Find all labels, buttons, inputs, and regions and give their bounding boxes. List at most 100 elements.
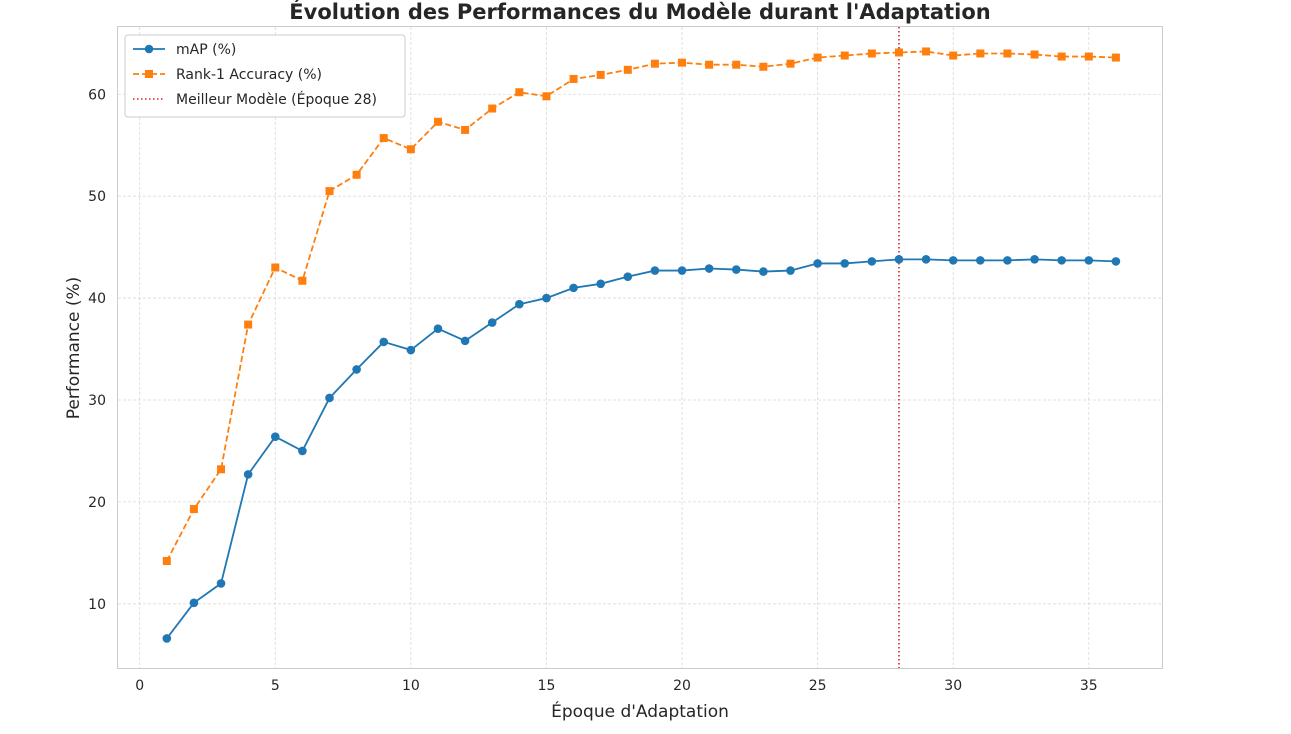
data-point — [922, 47, 931, 56]
data-point — [678, 58, 687, 67]
data-point — [406, 345, 416, 355]
data-point — [813, 259, 822, 268]
data-point — [867, 49, 876, 58]
data-point — [949, 51, 958, 60]
y-tick-label: 60 — [88, 87, 106, 103]
data-point — [1057, 256, 1066, 265]
series-line — [166, 50, 1116, 562]
data-series — [162, 47, 1121, 643]
data-point — [921, 255, 931, 264]
data-point — [433, 324, 443, 333]
legend-label: Rank-1 Accuracy (%) — [176, 67, 322, 83]
data-point — [867, 257, 877, 266]
x-tick-label: 0 — [135, 678, 144, 694]
chart-title: Évolution des Performances du Modèle dur… — [289, 0, 990, 24]
data-point — [271, 263, 280, 272]
data-point — [243, 470, 253, 479]
data-point — [1003, 256, 1012, 265]
data-point — [189, 505, 198, 514]
data-point — [298, 446, 307, 456]
x-tick-label: 20 — [673, 678, 691, 694]
y-tick-label: 40 — [88, 291, 106, 307]
series-rank1 — [162, 47, 1120, 565]
data-point — [1030, 50, 1039, 59]
data-point — [786, 266, 795, 275]
data-point — [677, 266, 687, 275]
data-point — [352, 170, 361, 179]
y-tick-label: 20 — [88, 495, 106, 511]
y-axis-label: Performance (%) — [64, 277, 84, 420]
data-point — [731, 265, 741, 274]
x-tick-label: 25 — [809, 678, 827, 694]
data-point — [976, 49, 985, 58]
y-tick-label: 10 — [88, 597, 106, 613]
data-point — [1030, 255, 1039, 264]
data-point — [1003, 49, 1012, 58]
x-tick-label: 15 — [538, 678, 556, 694]
x-tick-label: 35 — [1080, 678, 1098, 694]
grid-lines — [118, 27, 1162, 668]
data-point — [732, 60, 741, 69]
data-point — [596, 279, 605, 289]
data-point — [189, 598, 199, 608]
data-point — [515, 88, 524, 97]
data-point — [542, 293, 551, 303]
data-point — [894, 255, 904, 264]
data-point — [759, 267, 768, 276]
data-point — [1084, 52, 1093, 61]
data-point — [216, 579, 226, 588]
data-point — [569, 74, 578, 83]
x-tick-label: 30 — [944, 678, 962, 694]
plot-area — [117, 26, 1163, 669]
data-point — [1111, 53, 1120, 62]
y-tick-label: 50 — [88, 189, 106, 205]
data-point — [379, 134, 388, 143]
data-point — [840, 259, 850, 268]
data-point — [623, 272, 633, 281]
data-point — [270, 432, 280, 441]
data-point — [786, 59, 795, 68]
data-point — [433, 117, 442, 126]
data-point — [379, 337, 389, 347]
data-point — [650, 266, 660, 275]
data-point — [894, 48, 903, 57]
data-point — [650, 59, 659, 68]
y-tick-label: 30 — [88, 393, 106, 409]
data-point — [298, 276, 307, 285]
data-point — [704, 264, 714, 273]
data-point — [488, 104, 497, 113]
x-tick-label: 5 — [271, 678, 280, 694]
data-point — [217, 465, 226, 474]
data-point — [948, 256, 958, 265]
data-point — [1057, 52, 1066, 61]
x-tick-label: 10 — [402, 678, 420, 694]
data-point — [1084, 256, 1094, 265]
data-point — [406, 145, 415, 154]
data-point — [162, 556, 171, 565]
data-point — [569, 283, 578, 293]
data-point — [461, 125, 470, 134]
legend-label: Meilleur Modèle (Époque 28) — [176, 91, 377, 108]
data-point — [244, 320, 253, 329]
data-point — [1111, 257, 1121, 266]
data-point — [460, 336, 470, 346]
data-point — [976, 256, 985, 265]
legend-box — [124, 34, 406, 118]
data-point — [325, 393, 334, 403]
data-point — [840, 51, 849, 60]
x-axis-label: Époque d'Adaptation — [551, 700, 729, 722]
legend-marker — [144, 44, 154, 54]
data-point — [515, 299, 524, 309]
tick-labels: 0 5 10 15 20 25 30 35 10 20 30 40 50 60 — [88, 87, 1098, 694]
data-point — [705, 60, 714, 69]
chart-legend: mAP (%) Rank-1 Accuracy (%) Meilleur Modèl… — [124, 34, 406, 118]
data-point — [162, 634, 172, 643]
data-point — [325, 187, 334, 196]
data-point — [352, 365, 361, 374]
data-point — [813, 53, 822, 62]
data-point — [487, 318, 497, 327]
data-point — [759, 62, 768, 71]
data-point — [623, 65, 632, 74]
data-point — [542, 92, 551, 101]
